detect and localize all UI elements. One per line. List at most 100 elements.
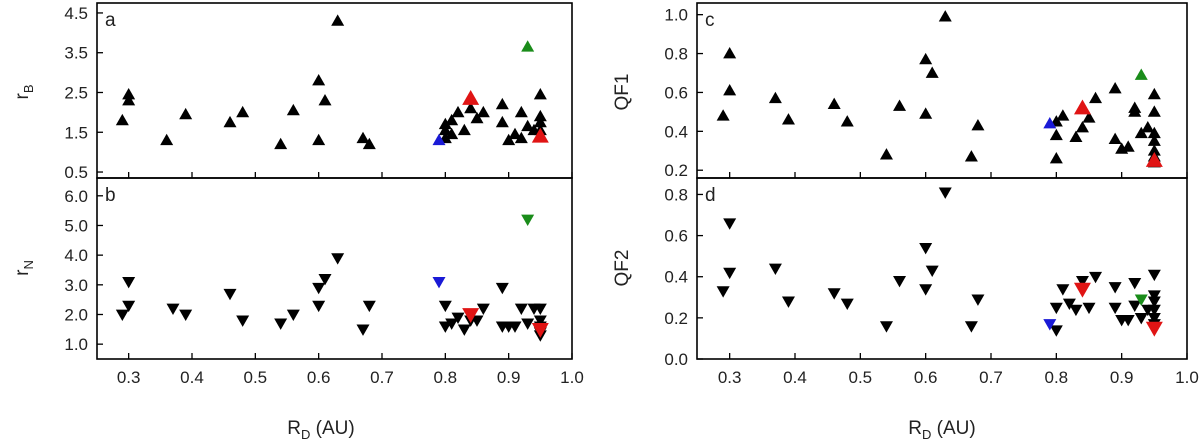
data-point [514, 303, 528, 316]
panel-c-letter: c [705, 10, 715, 31]
data-point [521, 214, 535, 227]
data-point [445, 113, 459, 126]
data-point [1108, 82, 1122, 94]
data-point [768, 91, 782, 104]
data-point [1082, 302, 1096, 315]
data-point [462, 308, 480, 323]
data-point [438, 300, 452, 313]
data-point [893, 99, 907, 111]
data-point [451, 105, 465, 118]
panel-b-xlabel: RD (AU) [287, 418, 354, 442]
panel-c-ylabel: QF1 [612, 74, 633, 111]
data-point [470, 111, 484, 124]
data-point [1073, 282, 1091, 298]
x-tick-label: 0.3 [117, 368, 141, 387]
y-tick-label: 3.0 [64, 276, 88, 295]
data-point [312, 133, 326, 146]
data-point [879, 321, 893, 333]
data-point [964, 150, 978, 162]
y-tick-label: 1.0 [64, 335, 88, 354]
data-point [356, 324, 370, 336]
data-point [1075, 120, 1089, 133]
y-tick-label: 6.0 [64, 187, 88, 206]
data-point [1145, 152, 1163, 167]
data-point [1043, 319, 1057, 331]
y-tick-label: 1.5 [64, 123, 88, 142]
data-point [1121, 315, 1135, 327]
data-point [971, 119, 985, 131]
data-point [115, 309, 129, 321]
panel-d-ylabel: QF2 [612, 250, 633, 287]
y-tick-label: 0.0 [664, 350, 688, 369]
panel-b-letter: b [105, 185, 116, 206]
data-point [362, 300, 376, 313]
data-point [531, 127, 549, 143]
data-point [312, 74, 326, 86]
data-point [236, 315, 250, 327]
x-tick-label: 0.8 [1045, 368, 1069, 387]
data-point [1147, 296, 1161, 308]
data-point [919, 243, 933, 255]
x-tick-label: 0.6 [307, 368, 331, 387]
x-tick-label: 0.4 [783, 368, 807, 387]
data-point [495, 115, 509, 128]
data-point [1134, 294, 1148, 306]
data-point [1147, 269, 1161, 282]
data-point [919, 107, 933, 119]
data-point [1049, 152, 1063, 164]
y-tick-label: 2.5 [64, 83, 88, 102]
data-point [716, 286, 730, 298]
data-point [1128, 278, 1142, 290]
data-point [362, 137, 376, 150]
data-point [166, 303, 180, 316]
panel-a: rB a 0.5 1.5 2.5 3.5 4.5 [12, 2, 573, 182]
data-point [1049, 128, 1063, 141]
data-point [964, 321, 978, 333]
data-point [1147, 134, 1161, 146]
data-point [438, 123, 452, 136]
data-point [356, 131, 370, 144]
panel-c: QF1 c 0.2 0.4 0.6 0.8 1.0 [612, 2, 1188, 180]
data-point [827, 288, 841, 300]
data-point [533, 315, 547, 327]
data-point [1069, 304, 1083, 317]
data-point [1108, 282, 1122, 294]
data-point [495, 282, 509, 295]
data-point [1141, 120, 1155, 133]
panel-d: QF2 RD (AU) d 0.0 0.2 0.4 0.6 0.8 0.3 0.4 0.5 0.6… [612, 177, 1199, 442]
data-point [1049, 325, 1063, 337]
data-point [938, 10, 952, 22]
x-tick-label: 0.9 [497, 368, 521, 387]
y-tick-label: 2.0 [64, 305, 88, 324]
data-point [286, 309, 300, 321]
data-point [179, 107, 193, 120]
data-point [462, 89, 480, 105]
data-point [514, 131, 528, 144]
data-point [476, 105, 490, 118]
data-point [1056, 284, 1070, 296]
data-point [318, 93, 332, 106]
data-point [122, 276, 136, 289]
x-tick-label: 0.6 [914, 368, 938, 387]
data-point [122, 93, 136, 106]
data-point [286, 103, 300, 116]
data-point [919, 52, 933, 65]
data-point [508, 127, 522, 140]
data-point [781, 296, 795, 308]
y-tick-label: 4.5 [64, 4, 88, 23]
data-point [1147, 312, 1161, 325]
y-tick-label: 0.2 [664, 309, 688, 328]
data-point [840, 115, 854, 127]
data-point [1089, 271, 1103, 284]
data-point [925, 265, 939, 278]
data-point [521, 40, 535, 52]
x-tick-label: 1.0 [560, 368, 584, 387]
panel-b-ylabel: rN [12, 260, 36, 276]
data-point [1147, 290, 1161, 302]
y-tick-label: 0.4 [664, 122, 688, 141]
panel-b: rN RD (AU) b 1.0 2.0 3.0 4.0 5.0 6.0 0.3 0.4 0.5 0… [12, 177, 584, 442]
data-point [893, 275, 907, 288]
data-point [1128, 300, 1142, 313]
data-point [274, 137, 288, 150]
y-tick-label: 0.5 [64, 163, 88, 182]
